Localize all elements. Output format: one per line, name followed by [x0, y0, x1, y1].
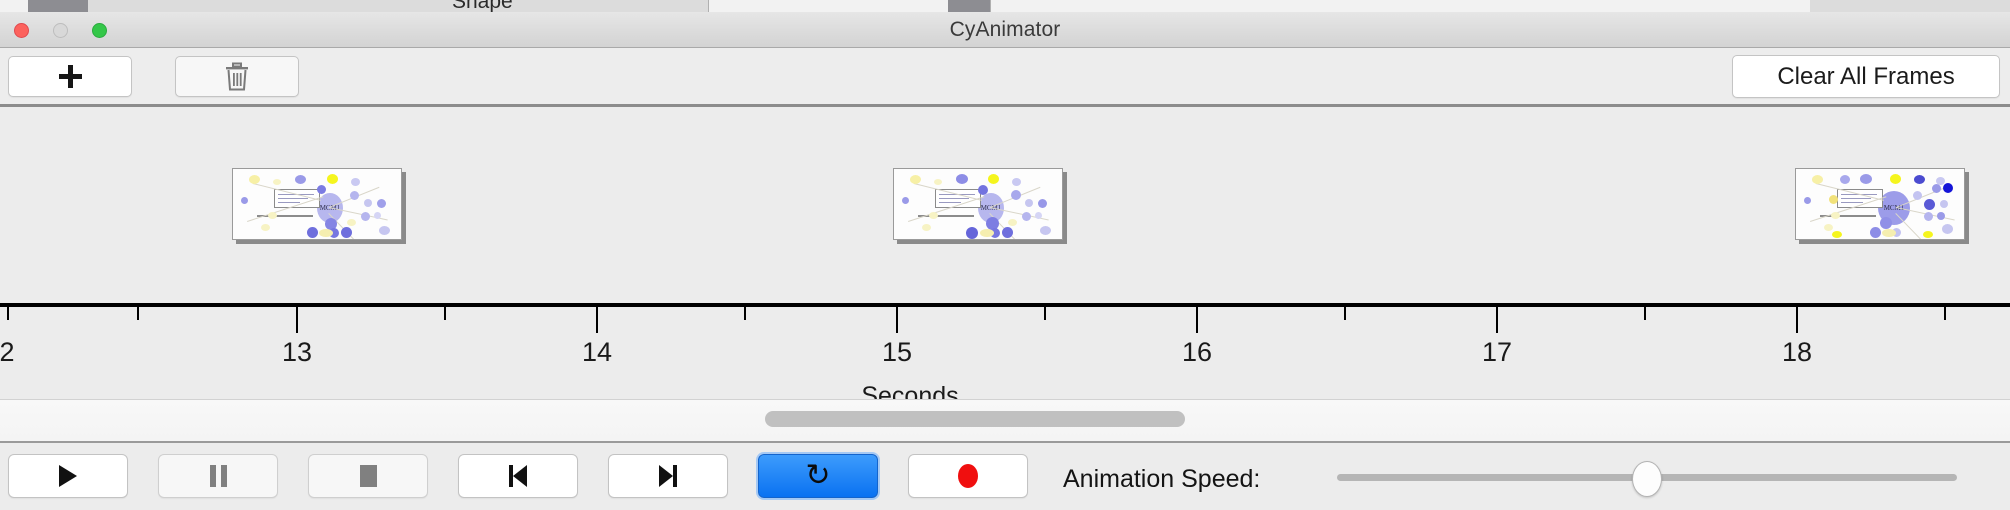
axis-tick-major: [1796, 307, 1798, 333]
timeline-frame-2[interactable]: MCM1: [893, 168, 1063, 240]
axis-tick-major: [596, 307, 598, 333]
skip-next-icon: [659, 465, 677, 487]
record-icon: [958, 464, 978, 488]
axis-tick-major: [1196, 307, 1198, 333]
axis-tick-label: 13: [281, 337, 313, 367]
axis-tick-major: [296, 307, 298, 333]
axis-tick-minor: [7, 307, 9, 320]
frame-thumbnail-network-3: MCM1: [1796, 169, 1964, 239]
minimize-button[interactable]: [53, 23, 68, 38]
background-tab-3: [208, 0, 319, 12]
loop-button[interactable]: ↻: [758, 454, 878, 498]
background-tab-6: [948, 0, 991, 12]
play-button[interactable]: [8, 454, 128, 498]
axis-tick-label: 15: [881, 337, 913, 367]
timeline-axis-line: [0, 303, 2010, 307]
playback-control-bar: ↻ Animation Speed:: [0, 441, 2010, 510]
timeline-scrollbar-track[interactable]: [0, 399, 2010, 441]
toolbar-separator: [0, 104, 2010, 107]
frame-thumbnail-network-2: MCM1: [894, 169, 1062, 239]
delete-frame-button[interactable]: [175, 56, 299, 97]
hub-label: MCM1: [1883, 204, 1905, 212]
background-tab-2: [88, 0, 209, 12]
pause-button[interactable]: [158, 454, 278, 498]
clear-all-frames-button[interactable]: Clear All Frames: [1732, 55, 2000, 98]
background-tab-7: [1810, 0, 2010, 12]
toolbar: Clear All Frames: [0, 48, 2010, 105]
skip-next-button[interactable]: [608, 454, 728, 498]
clear-all-frames-label: Clear All Frames: [1777, 62, 1955, 90]
maximize-button[interactable]: [92, 23, 107, 38]
close-button[interactable]: [14, 23, 29, 38]
background-tab-1: [28, 0, 89, 12]
animation-speed-slider-knob[interactable]: [1632, 461, 1662, 497]
animation-speed-label: Animation Speed:: [1063, 465, 1261, 493]
axis-tick-label: 14: [581, 337, 613, 367]
skip-previous-button[interactable]: [458, 454, 578, 498]
timeline-scrollbar-thumb[interactable]: [765, 411, 1185, 427]
loop-icon: ↻: [805, 458, 831, 493]
timeline-canvas[interactable]: MCM1: [0, 107, 2010, 399]
axis-tick-minor: [1344, 307, 1346, 320]
axis-tick-label: 16: [1181, 337, 1213, 367]
axis-tick-minor: [1944, 307, 1946, 320]
axis-tick-minor: [1644, 307, 1646, 320]
axis-tick-minor: [137, 307, 139, 320]
skip-previous-icon: [509, 465, 527, 487]
background-window-strip: Shape: [0, 0, 2010, 13]
axis-tick-minor: [1044, 307, 1046, 320]
window-title: CyAnimator: [949, 18, 1061, 41]
timeline-frame-3[interactable]: MCM1: [1795, 168, 1965, 240]
stop-icon: [359, 465, 377, 487]
axis-tick-label: 2: [0, 337, 15, 367]
add-frame-button[interactable]: [8, 56, 132, 97]
axis-tick-major: [896, 307, 898, 333]
trash-icon: [226, 62, 248, 90]
record-button[interactable]: [908, 454, 1028, 498]
plus-icon: [58, 65, 82, 88]
title-bar: CyAnimator: [0, 12, 2010, 48]
axis-tick-major: [1496, 307, 1498, 333]
stop-button[interactable]: [308, 454, 428, 498]
frame-thumbnail-network-1: MCM1: [233, 169, 401, 239]
pause-icon: [209, 465, 227, 487]
play-icon: [59, 465, 77, 487]
background-tab-4: [318, 0, 449, 12]
axis-tick-minor: [744, 307, 746, 320]
timeline-frame-1[interactable]: MCM1: [232, 168, 402, 240]
axis-tick-label: 17: [1481, 337, 1513, 367]
background-tab-5: [448, 0, 709, 12]
axis-tick-label: 18: [1781, 337, 1813, 367]
axis-tick-minor: [444, 307, 446, 320]
background-shape-label: Shape: [452, 0, 513, 13]
